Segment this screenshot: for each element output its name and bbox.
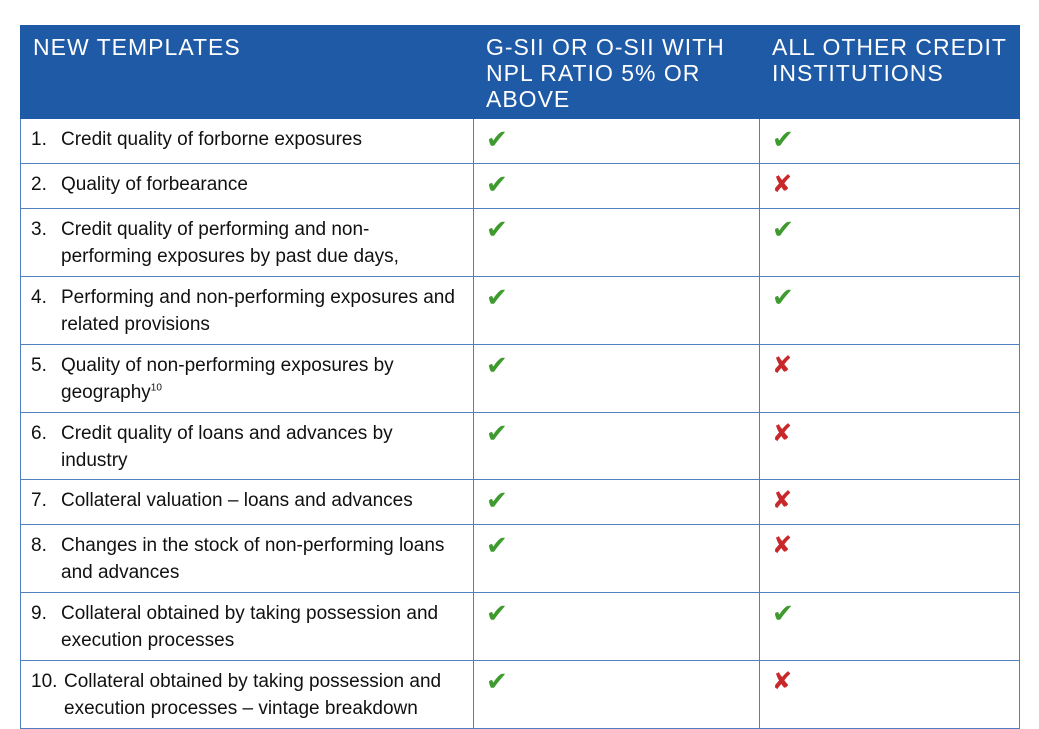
table-row: 10. Collateral obtained by taking possess…	[20, 660, 1020, 729]
template-name: Credit quality of loans and advances by …	[61, 423, 393, 471]
gsii-cell: ✔	[473, 592, 760, 661]
templates-table: NEW TEMPLATES G-SII OR O-SII WITH NPL RA…	[20, 25, 1020, 729]
row-number: 1.	[31, 129, 47, 150]
template-name-cell: 6. Credit quality of loans and advances b…	[20, 412, 474, 480]
gsii-cell: ✔	[473, 412, 760, 480]
table-row: 7. Collateral valuation – loans and advan…	[20, 479, 1020, 525]
other-cell: ✘	[759, 412, 1020, 480]
gsii-cell: ✔	[473, 344, 760, 413]
cross-icon: ✘	[772, 171, 793, 198]
template-name-cell: 5. Quality of non-performing exposures by…	[20, 344, 474, 413]
row-number: 4.	[31, 287, 47, 308]
template-name: Collateral obtained by taking possession…	[61, 603, 439, 651]
other-cell: ✘	[759, 479, 1020, 525]
other-cell: ✔	[759, 208, 1020, 277]
template-name: Changes in the stock of non-performing l…	[61, 535, 445, 583]
footnote-ref: 10	[150, 382, 162, 394]
gsii-cell: ✔	[473, 163, 760, 209]
template-name: Performing and non-performing exposures …	[61, 287, 455, 335]
table-row: 6. Credit quality of loans and advances b…	[20, 412, 1020, 480]
template-name: Collateral valuation – loans and advance…	[61, 490, 413, 511]
gsii-cell: ✔	[473, 118, 760, 164]
gsii-cell: ✔	[473, 524, 760, 593]
row-number: 8.	[31, 535, 47, 556]
row-number: 10.	[31, 671, 58, 692]
table-row: 3. Credit quality of performing and non- …	[20, 208, 1020, 277]
table-row: 5. Quality of non-performing exposures by…	[20, 344, 1020, 413]
header-gsii-osii: G-SII OR O-SII WITH NPL RATIO 5% OR ABOV…	[473, 25, 760, 119]
template-name-cell: 7. Collateral valuation – loans and advan…	[20, 479, 474, 525]
other-cell: ✔	[759, 118, 1020, 164]
template-name-cell: 1. Credit quality of forborne exposures	[20, 118, 474, 164]
template-name-cell: 9. Collateral obtained by taking possessi…	[20, 592, 474, 661]
template-name: Credit quality of performing and non- pe…	[61, 219, 399, 267]
check-icon: ✔	[486, 530, 508, 560]
check-icon: ✔	[486, 282, 508, 312]
cross-icon: ✘	[772, 352, 793, 379]
check-icon: ✔	[486, 169, 508, 199]
check-icon: ✔	[772, 214, 794, 244]
row-number: 9.	[31, 603, 47, 624]
check-icon: ✔	[772, 282, 794, 312]
table-row: 9. Collateral obtained by taking possessi…	[20, 592, 1020, 661]
row-number: 3.	[31, 219, 47, 240]
check-icon: ✔	[772, 598, 794, 628]
table-row: 2. Quality of forbearance ✔ ✘	[20, 163, 1020, 209]
template-name: Quality of forbearance	[61, 174, 248, 195]
row-number: 6.	[31, 423, 47, 444]
check-icon: ✔	[486, 124, 508, 154]
cross-icon: ✘	[772, 668, 793, 695]
template-name-cell: 2. Quality of forbearance	[20, 163, 474, 209]
template-name: Collateral obtained by taking possession…	[64, 671, 442, 719]
check-icon: ✔	[486, 350, 508, 380]
gsii-cell: ✔	[473, 660, 760, 729]
table-row: 8. Changes in the stock of non-performing…	[20, 524, 1020, 593]
template-name-cell: 4. Performing and non-performing exposure…	[20, 276, 474, 345]
other-cell: ✘	[759, 524, 1020, 593]
gsii-cell: ✔	[473, 208, 760, 277]
table-row: 4. Performing and non-performing exposure…	[20, 276, 1020, 345]
table-header-row: NEW TEMPLATES G-SII OR O-SII WITH NPL RA…	[20, 25, 1020, 119]
check-icon: ✔	[486, 666, 508, 696]
check-icon: ✔	[486, 598, 508, 628]
cross-icon: ✘	[772, 487, 793, 514]
check-icon: ✔	[486, 485, 508, 515]
other-cell: ✘	[759, 344, 1020, 413]
row-number: 2.	[31, 174, 47, 195]
table-row: 1. Credit quality of forborne exposures ✔…	[20, 118, 1020, 164]
cross-icon: ✘	[772, 420, 793, 447]
header-other-institutions: ALL OTHER CREDIT INSTITUTIONS	[759, 25, 1020, 119]
templates-table-container: NEW TEMPLATES G-SII OR O-SII WITH NPL RA…	[20, 25, 1020, 729]
template-name-cell: 8. Changes in the stock of non-performing…	[20, 524, 474, 593]
other-cell: ✘	[759, 163, 1020, 209]
check-icon: ✔	[486, 214, 508, 244]
template-name-cell: 10. Collateral obtained by taking possess…	[20, 660, 474, 729]
cross-icon: ✘	[772, 532, 793, 559]
check-icon: ✔	[486, 418, 508, 448]
row-number: 5.	[31, 355, 47, 376]
template-name-cell: 3. Credit quality of performing and non- …	[20, 208, 474, 277]
other-cell: ✔	[759, 592, 1020, 661]
other-cell: ✔	[759, 276, 1020, 345]
row-number: 7.	[31, 490, 47, 511]
gsii-cell: ✔	[473, 479, 760, 525]
check-icon: ✔	[772, 124, 794, 154]
other-cell: ✘	[759, 660, 1020, 729]
gsii-cell: ✔	[473, 276, 760, 345]
template-name: Quality of non-performing exposures by g…	[61, 355, 394, 403]
header-new-templates: NEW TEMPLATES	[20, 25, 474, 119]
template-name: Credit quality of forborne exposures	[61, 129, 362, 150]
